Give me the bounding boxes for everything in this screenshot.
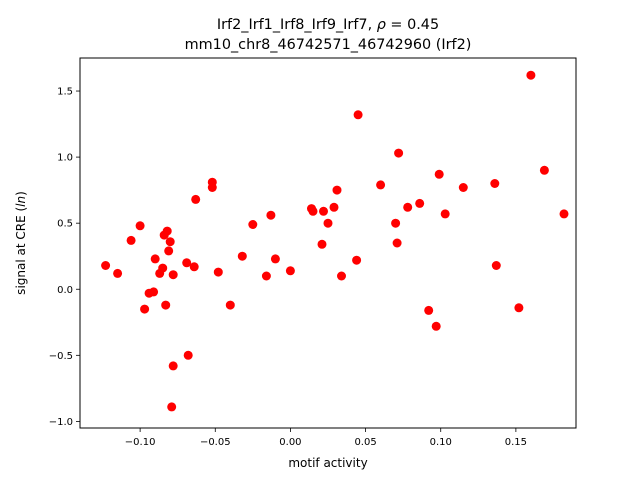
y-tick-label: 1.0	[57, 153, 73, 164]
data-point	[392, 238, 402, 248]
data-point	[440, 209, 450, 219]
data-point	[168, 270, 178, 280]
data-point	[182, 258, 192, 268]
x-tick-label: 0.10	[430, 437, 452, 448]
data-point	[329, 202, 339, 212]
data-point	[261, 271, 271, 281]
y-tick-label: −0.5	[49, 351, 73, 362]
data-points	[101, 70, 569, 412]
y-tick-label: 1.5	[57, 87, 73, 98]
x-axis-label: motif activity	[288, 456, 367, 470]
data-point	[424, 305, 434, 315]
y-axis-ticks: −1.0 −0.5 0.0 0.5 1.0 1.5	[49, 87, 80, 428]
x-tick-label: −0.05	[200, 437, 231, 448]
x-tick-label: −0.10	[125, 437, 156, 448]
data-point	[434, 169, 444, 179]
y-tick-label: 0.0	[57, 285, 73, 296]
data-point	[539, 165, 549, 175]
data-point	[394, 148, 404, 158]
data-point	[285, 266, 295, 276]
data-point	[376, 180, 386, 190]
data-point	[225, 300, 235, 310]
data-point	[126, 235, 136, 245]
data-point	[352, 255, 362, 265]
data-point	[165, 237, 175, 247]
data-point	[168, 361, 178, 371]
data-point	[353, 110, 363, 120]
data-point	[391, 218, 401, 228]
data-point	[248, 220, 258, 229]
data-point	[213, 267, 223, 277]
y-tick-label: −1.0	[49, 417, 73, 428]
data-point	[149, 287, 159, 297]
data-point	[161, 300, 171, 310]
data-point	[526, 70, 536, 80]
x-tick-label: 0.15	[505, 437, 527, 448]
data-point	[140, 304, 150, 314]
data-point	[323, 218, 333, 228]
data-point	[337, 271, 346, 281]
plot-area-frame	[79, 57, 577, 429]
y-tick-label: 0.5	[57, 219, 73, 230]
data-point	[150, 254, 160, 264]
data-point	[167, 402, 177, 412]
data-point	[158, 263, 168, 273]
data-point	[113, 268, 123, 278]
data-point	[319, 206, 328, 216]
data-point	[162, 226, 172, 236]
x-tick-label: 0.05	[354, 437, 376, 448]
data-point	[237, 251, 247, 261]
data-point	[490, 179, 500, 188]
data-point	[431, 321, 441, 331]
data-point	[514, 303, 524, 313]
data-point	[332, 185, 342, 195]
chart-title-line2: mm10_chr8_46742571_46742960 (Irf2)	[185, 37, 472, 53]
data-point	[270, 254, 280, 264]
data-point	[317, 239, 327, 249]
chart-title-line1: Irf2_Irf1_Irf8_Irf9_Irf7, ρ = 0.45	[217, 17, 439, 33]
data-point	[164, 246, 174, 256]
data-point	[189, 262, 199, 272]
data-point	[191, 194, 201, 204]
data-point	[403, 202, 413, 212]
data-point	[101, 261, 111, 270]
data-point	[458, 183, 468, 192]
data-point	[135, 221, 145, 231]
data-point	[266, 210, 276, 220]
data-point	[559, 209, 569, 219]
data-point	[415, 198, 425, 208]
x-tick-label: 0.00	[279, 437, 301, 448]
x-axis-ticks: −0.10 −0.05 0.00 0.05 0.10 0.15	[125, 428, 527, 448]
data-point	[491, 261, 501, 270]
data-point	[207, 183, 217, 192]
data-point	[308, 206, 318, 216]
data-point	[183, 350, 193, 360]
y-axis-label: signal at CRE (ln)	[14, 191, 28, 295]
